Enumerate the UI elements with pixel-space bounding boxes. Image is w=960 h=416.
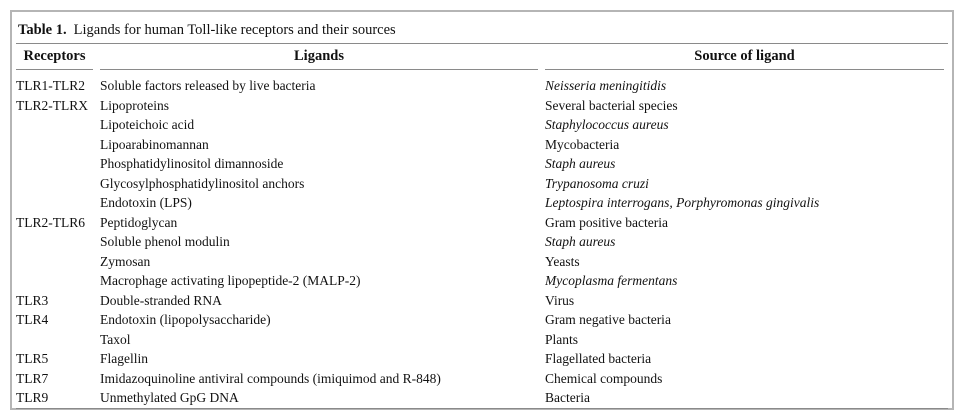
ligand-cell: Lipoteichoic acid xyxy=(100,117,195,132)
source-cell: Staphylococcus aureus xyxy=(545,117,669,132)
column-header-ligands: Ligands xyxy=(100,46,538,70)
receptor-cell: TLR7 xyxy=(16,370,49,386)
table-row: Endotoxin (LPS) Leptospira interrogans, … xyxy=(16,193,948,213)
receptor-cell: TLR5 xyxy=(16,351,49,366)
source-cell: Flagellated bacteria xyxy=(545,351,652,366)
receptor-cell xyxy=(16,174,93,194)
table-row: TLR1-TLR2 Soluble factors released by li… xyxy=(16,76,948,96)
table-row: TLR4 Endotoxin (lipopolysaccharide) Gram… xyxy=(16,310,948,330)
table-row: Taxol Plants xyxy=(16,330,948,350)
ligand-cell: Flagellin xyxy=(100,351,148,366)
table-row: Zymosan Yeasts xyxy=(16,252,948,272)
source-cell: Chemical compounds xyxy=(545,370,663,386)
table-row: TLR2-TLRX Lipoproteins Several bacterial… xyxy=(16,96,948,116)
receptor-cell xyxy=(16,193,93,213)
receptor-cell xyxy=(16,330,93,350)
table-row: TLR7 Imidazoquinoline antiviral compound… xyxy=(16,369,948,389)
table-row: Glycosylphosphatidylinositol anchors Try… xyxy=(16,174,948,194)
ligand-cell: Lipoarabinomannan xyxy=(100,136,209,152)
header-row: Receptors Ligands Source of ligand xyxy=(16,46,948,70)
table-title: Table 1. Ligands for human Toll-like rece… xyxy=(16,12,948,40)
receptor-cell: TLR4 xyxy=(16,312,49,327)
receptor-cell xyxy=(16,232,93,252)
table-row: Macrophage activating lipopeptide-2 (MAL… xyxy=(16,271,948,291)
table-body: TLR1-TLR2 Soluble factors released by li… xyxy=(16,76,948,408)
title-divider xyxy=(16,43,948,44)
ligand-cell: Phosphatidylinositol dimannoside xyxy=(100,156,284,171)
table-row: Soluble phenol modulin Staph aureus xyxy=(16,232,948,252)
table-row: TLR5 Flagellin Flagellated bacteria xyxy=(16,349,948,369)
ligand-cell: Peptidoglycan xyxy=(100,214,178,230)
source-cell: Gram negative bacteria xyxy=(545,312,671,327)
ligand-cell: Endotoxin (LPS) xyxy=(100,195,192,210)
ligand-cell: Taxol xyxy=(100,331,131,347)
receptor-cell xyxy=(16,252,93,272)
receptor-cell: TLR2-TLR6 xyxy=(16,214,85,230)
source-cell: Trypanosoma cruzi xyxy=(545,175,649,191)
receptor-cell xyxy=(16,271,93,291)
column-header-source: Source of ligand xyxy=(545,46,944,70)
table-row: TLR2-TLR6 Peptidoglycan Gram positive ba… xyxy=(16,213,948,233)
receptor-cell: TLR1-TLR2 xyxy=(16,78,85,93)
receptor-cell xyxy=(16,154,93,174)
receptor-cell xyxy=(16,115,93,135)
source-cell: Leptospira interrogans, Porphyromonas gi… xyxy=(545,195,820,210)
source-cell: Mycoplasma fermentans xyxy=(545,273,678,288)
table-frame: Table 1. Ligands for human Toll-like rece… xyxy=(10,10,954,410)
table-row: Lipoteichoic acid Staphylococcus aureus xyxy=(16,115,948,135)
bottom-divider xyxy=(16,407,948,409)
ligand-cell: Imidazoquinoline antiviral compounds (im… xyxy=(100,370,441,386)
source-cell: Several bacterial species xyxy=(545,97,678,113)
ligand-cell: Unmethylated GpG DNA xyxy=(100,390,239,405)
ligand-cell: Double-stranded RNA xyxy=(100,292,222,308)
ligand-cell: Macrophage activating lipopeptide-2 (MAL… xyxy=(100,273,361,288)
ligand-cell: Soluble factors released by live bacteri… xyxy=(100,78,316,93)
source-cell: Plants xyxy=(545,331,579,347)
source-cell: Staph aureus xyxy=(545,234,616,249)
column-header-receptors: Receptors xyxy=(16,46,93,70)
table-row: Phosphatidylinositol dimannoside Staph a… xyxy=(16,154,948,174)
source-cell: Mycobacteria xyxy=(545,136,620,152)
source-cell: Bacteria xyxy=(545,390,590,405)
receptor-cell: TLR3 xyxy=(16,292,49,308)
source-cell: Virus xyxy=(545,292,575,308)
source-cell: Neisseria meningitidis xyxy=(545,78,667,93)
source-cell: Yeasts xyxy=(545,253,580,269)
table-row: Lipoarabinomannan Mycobacteria xyxy=(16,135,948,155)
ligand-cell: Glycosylphosphatidylinositol anchors xyxy=(100,175,305,191)
source-cell: Gram positive bacteria xyxy=(545,214,668,230)
ligand-cell: Endotoxin (lipopolysaccharide) xyxy=(100,312,271,327)
receptor-cell: TLR9 xyxy=(16,390,49,405)
source-cell: Staph aureus xyxy=(545,156,616,171)
receptor-cell: TLR2-TLRX xyxy=(16,97,88,113)
receptor-cell xyxy=(16,135,93,155)
table-number-label: Table 1. xyxy=(18,22,67,38)
ligand-cell: Lipoproteins xyxy=(100,97,169,113)
ligand-cell: Zymosan xyxy=(100,253,151,269)
table-caption: Ligands for human Toll-like receptors an… xyxy=(73,22,396,38)
table-row: TLR9 Unmethylated GpG DNA Bacteria xyxy=(16,388,948,408)
ligand-cell: Soluble phenol modulin xyxy=(100,234,230,249)
table-row: TLR3 Double-stranded RNA Virus xyxy=(16,291,948,311)
